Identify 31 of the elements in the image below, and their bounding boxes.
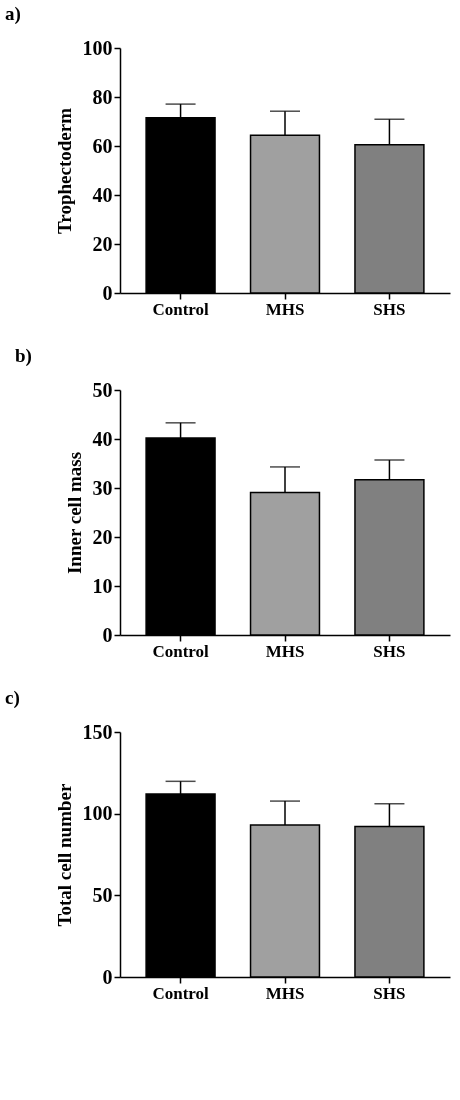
y-axis-title: Total cell number — [53, 783, 75, 927]
y-axis-title: Trophectoderm — [53, 107, 75, 234]
y-tick-label: 30 — [92, 476, 113, 499]
y-tick-label: 0 — [102, 281, 113, 304]
x-tick-label: MHS — [265, 641, 305, 661]
x-tick-label: MHS — [265, 299, 305, 319]
y-tick-label: 20 — [92, 525, 113, 548]
y-tick-label: 50 — [92, 883, 113, 906]
y-tick-label: 80 — [92, 85, 113, 108]
x-tick-label: SHS — [373, 641, 406, 661]
y-tick-label: 40 — [92, 427, 113, 450]
x-tick-label: SHS — [373, 983, 406, 1003]
y-tick-label: 0 — [102, 623, 113, 646]
x-tick-label: Control — [152, 641, 210, 661]
y-tick-label: 0 — [102, 965, 113, 988]
y-axis-title: Inner cell mass — [63, 451, 85, 575]
y-tick-label: 100 — [82, 36, 113, 59]
x-tick-label: Control — [152, 983, 210, 1003]
y-tick-label: 150 — [82, 720, 113, 743]
chart-title: c) — [5, 687, 20, 709]
chart-title: b) — [15, 345, 32, 367]
x-tick-label: SHS — [373, 299, 406, 319]
y-tick-label: 40 — [92, 183, 113, 206]
y-tick-label: 20 — [92, 232, 113, 255]
chart-title: a) — [5, 3, 21, 25]
y-tick-label: 10 — [92, 574, 113, 597]
y-tick-label: 50 — [92, 378, 113, 401]
x-tick-label: Control — [152, 299, 210, 319]
y-tick-label: 60 — [92, 134, 113, 157]
y-tick-label: 100 — [82, 802, 113, 825]
x-tick-label: MHS — [265, 983, 305, 1003]
